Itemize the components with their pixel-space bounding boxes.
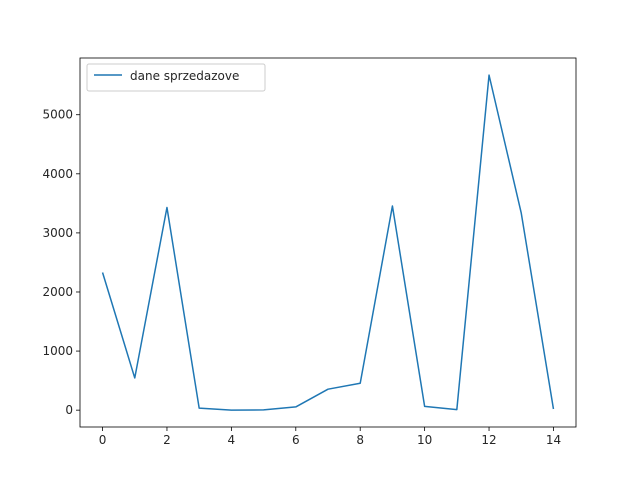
axes: 0 2 4 6 8 10 12 14 0 1000 2000 3000 4000 5000 <box>42 57 577 447</box>
x-tick-label: 10 <box>417 433 432 447</box>
x-tick-label: 14 <box>546 433 561 447</box>
x-tick-label: 12 <box>481 433 496 447</box>
x-tick-label: 4 <box>228 433 236 447</box>
x-tick-label: 0 <box>99 433 107 447</box>
legend: dane sprzedazove <box>86 63 266 92</box>
y-tick-label: 0 <box>65 403 73 417</box>
axes-frame <box>79 57 577 428</box>
plot-area <box>101 74 555 411</box>
y-tick-label: 3000 <box>42 226 73 240</box>
series-line-0 <box>101 74 555 411</box>
legend-label: dane sprzedazove <box>130 69 239 83</box>
y-tick-label: 4000 <box>42 167 73 181</box>
x-tick-label: 8 <box>356 433 364 447</box>
y-tick-label: 5000 <box>42 108 73 122</box>
x-tick-label: 2 <box>163 433 171 447</box>
y-tick-label: 2000 <box>42 285 73 299</box>
y-tick-label: 1000 <box>42 344 73 358</box>
x-tick-label: 6 <box>292 433 300 447</box>
legend-box <box>86 63 266 92</box>
